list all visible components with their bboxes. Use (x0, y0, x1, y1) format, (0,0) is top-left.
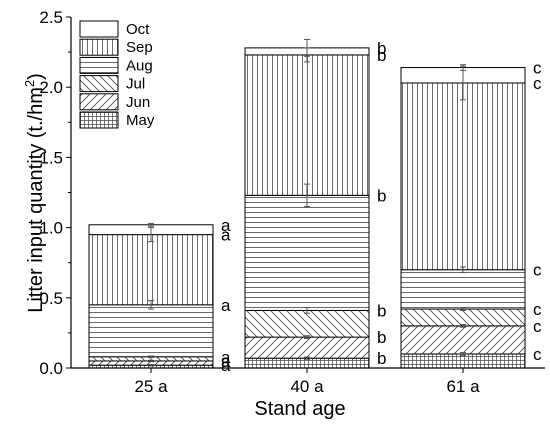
significance-letter: c (533, 300, 542, 319)
bar-segment-sep-61a (400, 82, 526, 271)
x-tick-label: 61 a (446, 377, 480, 396)
bar-segment-jun-40a (244, 336, 370, 359)
significance-letter: c (533, 345, 542, 364)
y-tick-label: 2.5 (39, 8, 63, 27)
legend-label-jul: Jul (126, 76, 145, 93)
y-tick-label: 2.0 (39, 78, 63, 97)
legend-label-may: May (126, 112, 155, 129)
y-tick-label: 1.5 (39, 148, 63, 167)
y-tick-label: 1.0 (39, 219, 63, 238)
significance-letter: c (533, 74, 542, 93)
y-tick-label: 0.0 (39, 359, 63, 378)
bar-segment-sep-25a (88, 234, 214, 306)
legend-swatch-may (79, 111, 119, 129)
error-bars-layer (148, 38, 466, 367)
y-axis-label-tail: ) (25, 73, 47, 80)
legend-label-jun: Jun (126, 94, 150, 111)
x-tick-label: 40 a (290, 377, 324, 396)
bars-layer (88, 47, 526, 369)
significance-letter: a (221, 348, 231, 367)
y-tick-label: 0.5 (39, 289, 63, 308)
bar-segment-jul-61a (400, 308, 526, 327)
bar-segment-aug-25a (88, 304, 214, 358)
significance-letter: a (221, 226, 231, 245)
significance-letter: c (533, 59, 542, 78)
y-axis-label-superscript: 2 (22, 80, 37, 87)
legend-swatch-sep (79, 38, 119, 56)
significance-letter: c (533, 317, 542, 336)
bar-segment-sep-40a (244, 54, 370, 196)
significance-letter: a (221, 352, 231, 371)
bar-segment-jul-40a (244, 309, 370, 338)
x-axis-label: Stand age (254, 398, 345, 420)
significance-letter: b (377, 301, 386, 320)
significance-letter: b (377, 46, 386, 65)
significance-letter: b (377, 186, 386, 205)
significance-letter: b (377, 39, 386, 58)
bar-segment-may-61a (400, 353, 526, 369)
legend-swatch-jun (79, 93, 119, 111)
significance-letter: c (533, 261, 542, 280)
legend-swatch-aug (79, 56, 119, 74)
legend-swatch-jul (79, 75, 119, 93)
significance-letter: a (221, 356, 231, 375)
bar-segment-aug-40a (244, 194, 370, 311)
y-axis-label-main: Litter input quantity (t./hm (25, 87, 47, 313)
legend-swatch-oct (79, 20, 119, 38)
significance-letter: b (377, 328, 386, 347)
significance-letter: a (221, 216, 231, 235)
bar-segment-aug-61a (400, 269, 526, 310)
legend-label-aug: Aug (126, 57, 153, 74)
bar-segment-jun-61a (400, 325, 526, 355)
significance-letter: a (221, 296, 231, 315)
x-tick-label: 25 a (134, 377, 168, 396)
y-axis-label: Litter input quantity (t./hm2) (22, 73, 47, 313)
axes-layer: 0.0 0.5 1.0 1.5 2.0 2.5 25 a 40 a 61 a (39, 8, 545, 396)
legend-label-sep: Sep (126, 39, 153, 56)
legend-label-oct: Oct (126, 21, 150, 38)
significance-letter: b (377, 349, 386, 368)
